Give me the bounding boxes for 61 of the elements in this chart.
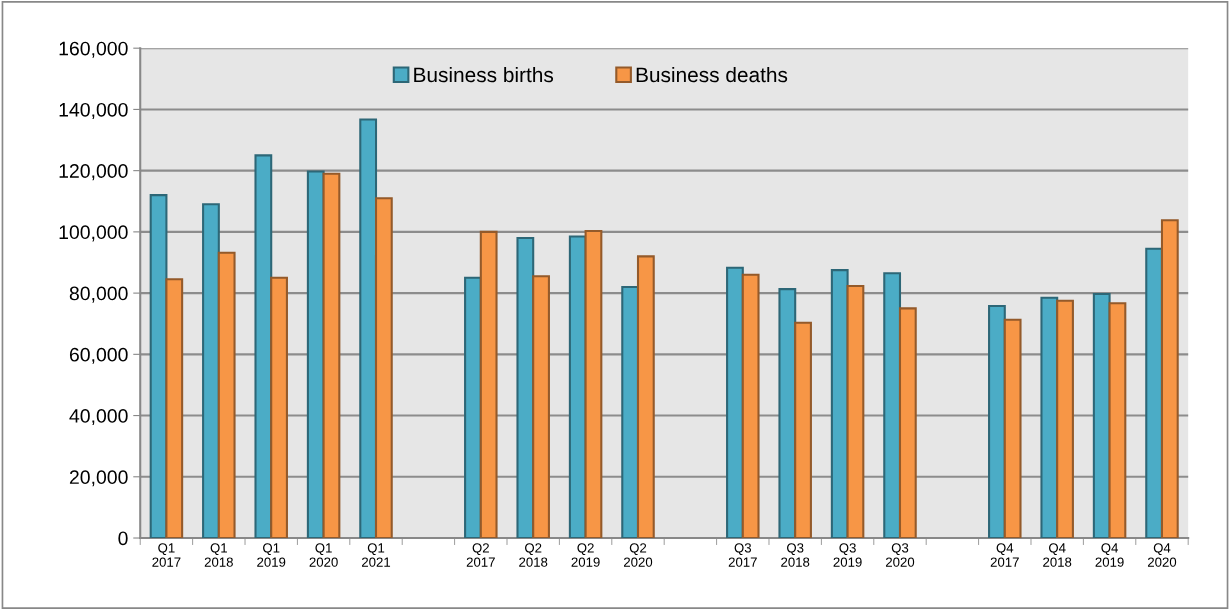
bar: [464, 276, 482, 539]
y-tick-label: 160,000: [59, 41, 128, 58]
bar: [270, 276, 288, 539]
bar: [636, 255, 655, 539]
bar: [1003, 318, 1022, 539]
bar: [359, 118, 378, 539]
bar: [306, 170, 325, 539]
bar: [778, 288, 797, 539]
bar: [254, 154, 273, 539]
x-tick-label: Q3 2019: [833, 543, 862, 567]
y-tick-label: 40,000: [69, 409, 128, 426]
bar: [1092, 292, 1111, 539]
bar: [584, 229, 603, 539]
bar: [217, 251, 236, 539]
bar: [479, 230, 498, 539]
x-tick-label: Q4 2018: [1043, 543, 1072, 567]
legend-label: Business births: [414, 66, 554, 83]
x-tick-label: Q1 2020: [309, 543, 338, 567]
x-tick-label: Q3 2018: [781, 543, 810, 567]
bar: [988, 304, 1006, 539]
y-tick-label: 60,000: [69, 347, 128, 364]
bar: [1108, 302, 1127, 539]
bar: [1056, 299, 1074, 539]
bar: [898, 307, 917, 539]
y-tick-label: 80,000: [69, 286, 128, 303]
bar: [322, 172, 341, 539]
bar: [830, 269, 849, 539]
x-tick-label: Q2 2020: [623, 543, 653, 567]
x-tick-label: Q4 2019: [1095, 543, 1124, 567]
y-tick-label: 120,000: [59, 164, 128, 181]
x-tick-label: Q3 2017: [728, 543, 757, 567]
x-tick-label: Q2 2017: [466, 543, 495, 567]
x-tick-label: Q1 2019: [257, 543, 286, 567]
bar: [726, 266, 744, 539]
bar: [1160, 219, 1179, 539]
x-tick-label: Q2 2018: [519, 543, 548, 567]
bar: [621, 285, 640, 539]
y-tick-label: 0: [118, 531, 128, 546]
bar: [1040, 296, 1059, 539]
bar: [846, 285, 865, 539]
x-tick-label: Q1 2017: [152, 543, 181, 567]
x-tick-label: Q3 2020: [885, 543, 915, 567]
x-tick-label: Q2 2019: [571, 543, 600, 567]
bar: [202, 203, 220, 539]
bar: [374, 197, 393, 539]
y-tick-label: 100,000: [59, 225, 128, 242]
bar: [741, 273, 760, 539]
x-tick-label: Q1 2018: [204, 543, 233, 567]
bar: [794, 321, 812, 539]
bar: [1145, 247, 1164, 539]
x-tick-label: Q1 2021: [362, 543, 391, 567]
y-tick-label: 20,000: [69, 470, 128, 487]
y-tick-label: 140,000: [59, 102, 128, 119]
bar: [165, 278, 184, 539]
bar: [883, 272, 902, 539]
bar: [532, 275, 550, 539]
x-tick-label: Q4 2017: [990, 543, 1019, 567]
x-tick-label: Q4 2020: [1147, 543, 1177, 567]
legend-label: Business deaths: [636, 66, 788, 83]
bar: [516, 236, 535, 539]
bar: [568, 235, 587, 539]
